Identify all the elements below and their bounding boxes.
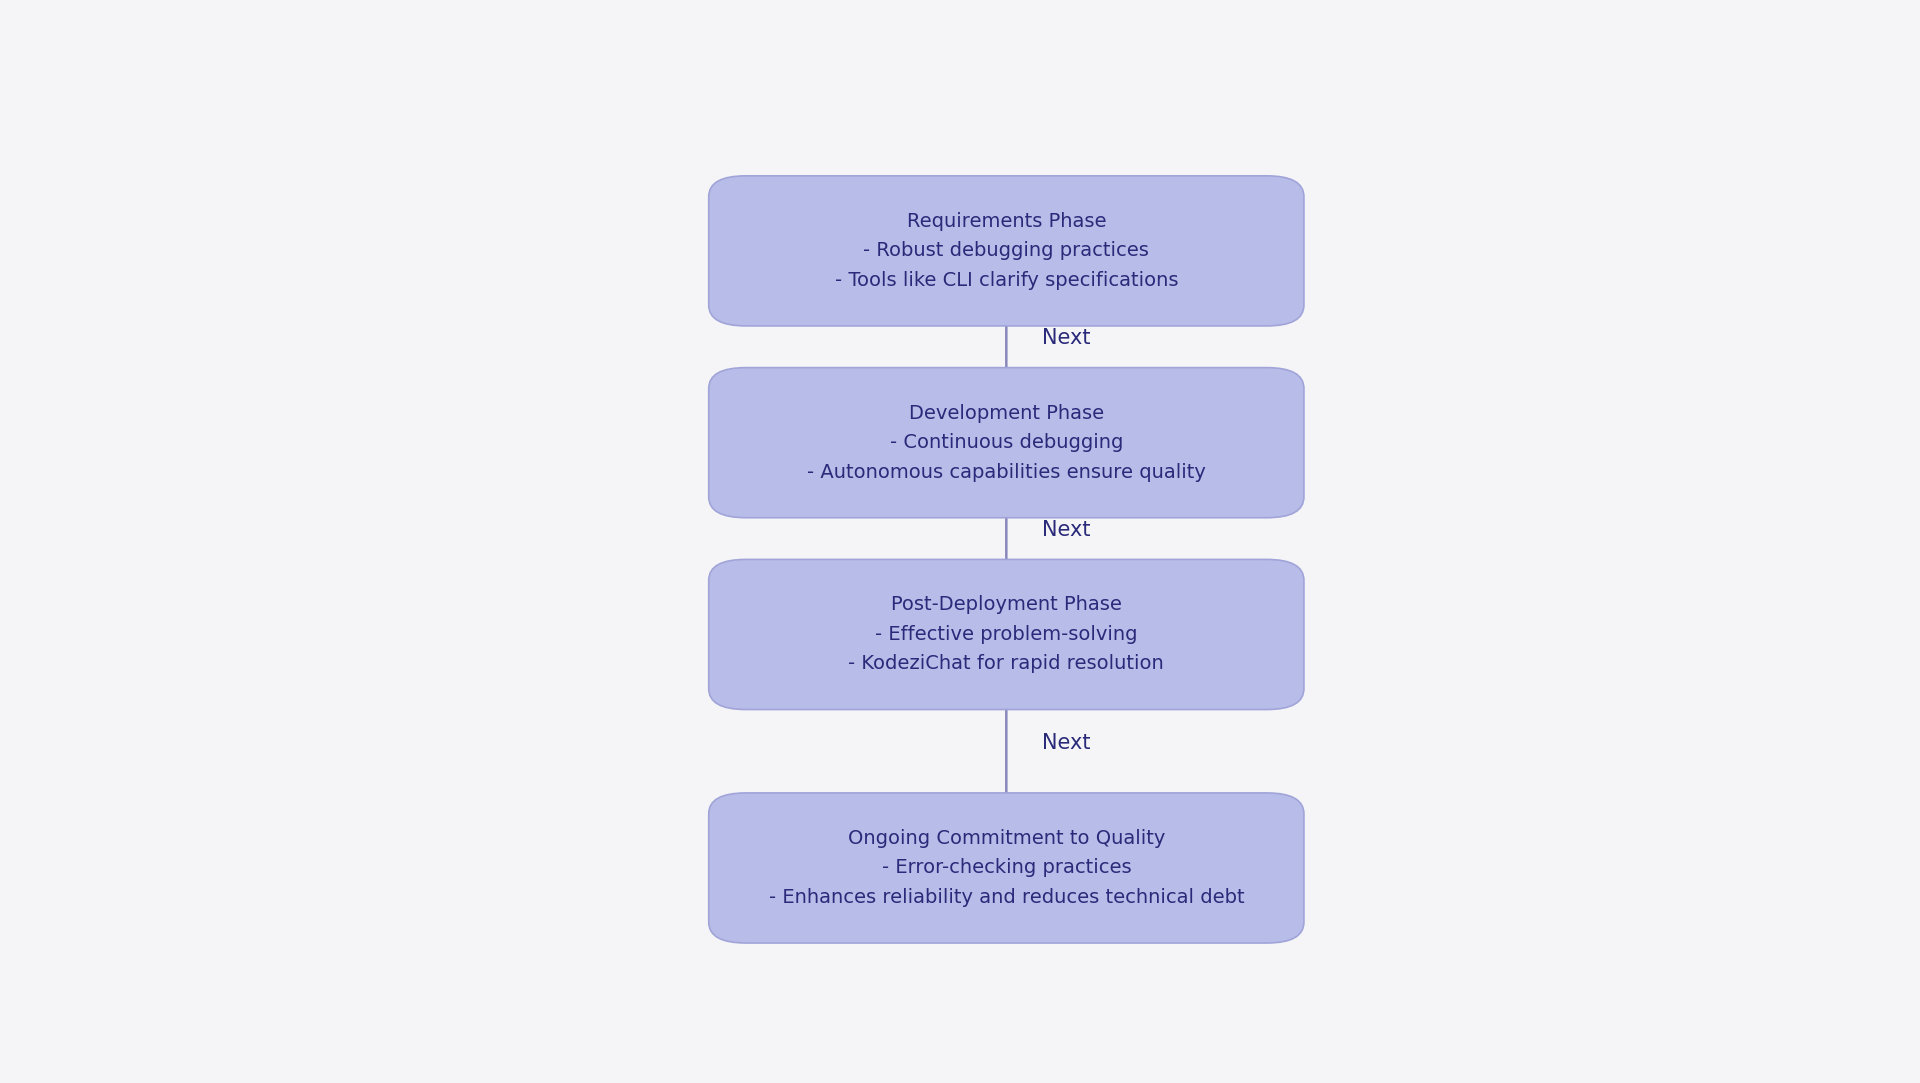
Text: Next: Next: [1041, 520, 1091, 540]
Text: Post-Deployment Phase
- Effective problem-solving
- KodeziChat for rapid resolut: Post-Deployment Phase - Effective proble…: [849, 596, 1164, 674]
FancyBboxPatch shape: [708, 367, 1304, 518]
Text: Next: Next: [1041, 328, 1091, 349]
Text: Ongoing Commitment to Quality
- Error-checking practices
- Enhances reliability : Ongoing Commitment to Quality - Error-ch…: [768, 828, 1244, 906]
Text: Next: Next: [1041, 733, 1091, 753]
FancyBboxPatch shape: [708, 175, 1304, 326]
Text: Development Phase
- Continuous debugging
- Autonomous capabilities ensure qualit: Development Phase - Continuous debugging…: [806, 404, 1206, 482]
FancyBboxPatch shape: [708, 560, 1304, 709]
Text: Requirements Phase
- Robust debugging practices
- Tools like CLI clarify specifi: Requirements Phase - Robust debugging pr…: [835, 212, 1179, 290]
FancyBboxPatch shape: [708, 793, 1304, 943]
